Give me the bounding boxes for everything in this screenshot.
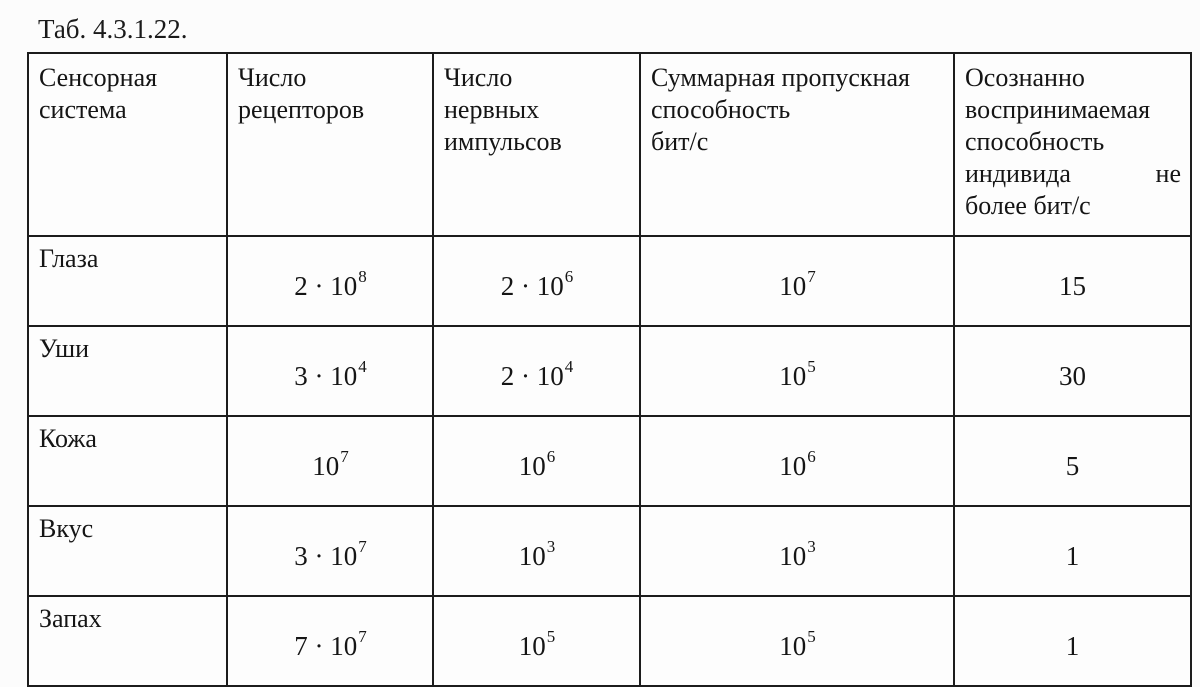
- header-line: Число: [238, 63, 307, 92]
- column-header-conscious-capacity: Осознанно воспринимаемая способность индиви…: [953, 52, 1192, 237]
- value-cell: 7 · 107: [226, 595, 434, 687]
- row-label: Уши: [27, 325, 228, 417]
- value-exponent: 6: [564, 267, 574, 286]
- value-base: 3 · 10: [294, 541, 358, 571]
- header-line: система: [39, 95, 127, 124]
- value-cell: 105: [432, 595, 641, 687]
- value-exponent: 7: [358, 537, 367, 556]
- value-cell: 2 · 104: [432, 325, 641, 417]
- value-exponent: 8: [358, 267, 367, 286]
- column-header-receptor-count: Число рецепторов: [226, 52, 434, 237]
- header-line: Осознанно: [965, 63, 1085, 92]
- column-header-nerve-impulse-count: Число нервных импульсов: [432, 52, 641, 237]
- page-title: Таб. 4.3.1.22.: [38, 14, 188, 44]
- header-line: индивида не: [965, 158, 1181, 190]
- header-line: воспринимаемая: [965, 95, 1151, 124]
- header-word: не: [1155, 159, 1181, 188]
- value-exponent: 5: [807, 627, 816, 646]
- value-cell: 15: [953, 235, 1192, 327]
- value-cell: 1: [953, 505, 1192, 597]
- table-row: Кожа 107 106 106 5: [27, 415, 1192, 507]
- value-base: 2 · 10: [500, 271, 564, 301]
- value-cell: 103: [639, 505, 955, 597]
- value-cell: 5: [953, 415, 1192, 507]
- value-base: 2 · 10: [500, 361, 564, 391]
- column-header-sensory-system: Сенсорная система: [27, 52, 228, 237]
- header-line: бит/с: [651, 127, 709, 156]
- value-base: 1: [1065, 631, 1080, 661]
- value-base: 30: [1059, 361, 1086, 391]
- value-cell: 105: [639, 325, 955, 417]
- column-header-total-throughput: Суммарная пропускная способность бит/с: [639, 52, 955, 237]
- value-exponent: 6: [807, 447, 816, 466]
- value-cell: 105: [639, 595, 955, 687]
- value-exponent: 3: [807, 537, 816, 556]
- value-exponent: 7: [358, 627, 367, 646]
- value-base: 10: [779, 451, 807, 481]
- value-cell: 1: [953, 595, 1192, 687]
- row-label: Глаза: [27, 235, 228, 327]
- value-base: 10: [779, 541, 807, 571]
- value-cell: 107: [226, 415, 434, 507]
- header-line: Число: [444, 63, 513, 92]
- table-row: Вкус 3 · 107 103 103 1: [27, 505, 1192, 597]
- value-cell: 106: [432, 415, 641, 507]
- header-line: способность: [651, 95, 791, 124]
- table-row: Уши 3 · 104 2 · 104 105 30: [27, 325, 1192, 417]
- value-cell: 2 · 108: [226, 235, 434, 327]
- value-base: 1: [1065, 541, 1080, 571]
- value-cell: 106: [639, 415, 955, 507]
- value-cell: 30: [953, 325, 1192, 417]
- value-cell: 107: [639, 235, 955, 327]
- header-line: нервных: [444, 95, 540, 124]
- value-exponent: 3: [546, 537, 556, 556]
- value-exponent: 7: [340, 447, 349, 466]
- value-base: 10: [518, 541, 546, 571]
- value-exponent: 7: [807, 267, 816, 286]
- table-row: Глаза 2 · 108 2 · 106 107 15: [27, 235, 1192, 327]
- value-base: 10: [779, 631, 807, 661]
- value-base: 7 · 10: [294, 631, 358, 661]
- value-base: 10: [518, 451, 546, 481]
- header-line: рецепторов: [238, 95, 365, 124]
- row-label: Кожа: [27, 415, 228, 507]
- value-base: 2 · 10: [294, 271, 358, 301]
- value-base: 10: [779, 361, 807, 391]
- value-exponent: 4: [358, 357, 367, 376]
- sensory-data-table: Сенсорная система Число рецепторов Число нерв…: [27, 52, 1192, 687]
- value-exponent: 5: [546, 627, 556, 646]
- header-word: индивида: [965, 159, 1071, 188]
- value-base: 15: [1059, 271, 1086, 301]
- header-line: Суммарная пропускная: [651, 63, 910, 92]
- value-base: 10: [779, 271, 807, 301]
- value-base: 5: [1065, 451, 1080, 481]
- header-line: импульсов: [444, 127, 562, 156]
- value-cell: 3 · 107: [226, 505, 434, 597]
- row-label: Вкус: [27, 505, 228, 597]
- value-base: 10: [518, 631, 546, 661]
- value-cell: 2 · 106: [432, 235, 641, 327]
- value-exponent: 6: [546, 447, 556, 466]
- value-exponent: 4: [564, 357, 574, 376]
- value-cell: 3 · 104: [226, 325, 434, 417]
- header-line: более бит/с: [965, 191, 1091, 220]
- table-row: Запах 7 · 107 105 105 1: [27, 595, 1192, 687]
- header-line: Сенсорная: [39, 63, 158, 92]
- header-row: Сенсорная система Число рецепторов Число нерв…: [27, 52, 1192, 237]
- header-line: способность: [965, 127, 1105, 156]
- value-base: 10: [312, 451, 340, 481]
- row-label: Запах: [27, 595, 228, 687]
- value-exponent: 5: [807, 357, 816, 376]
- value-cell: 103: [432, 505, 641, 597]
- value-base: 3 · 10: [294, 361, 358, 391]
